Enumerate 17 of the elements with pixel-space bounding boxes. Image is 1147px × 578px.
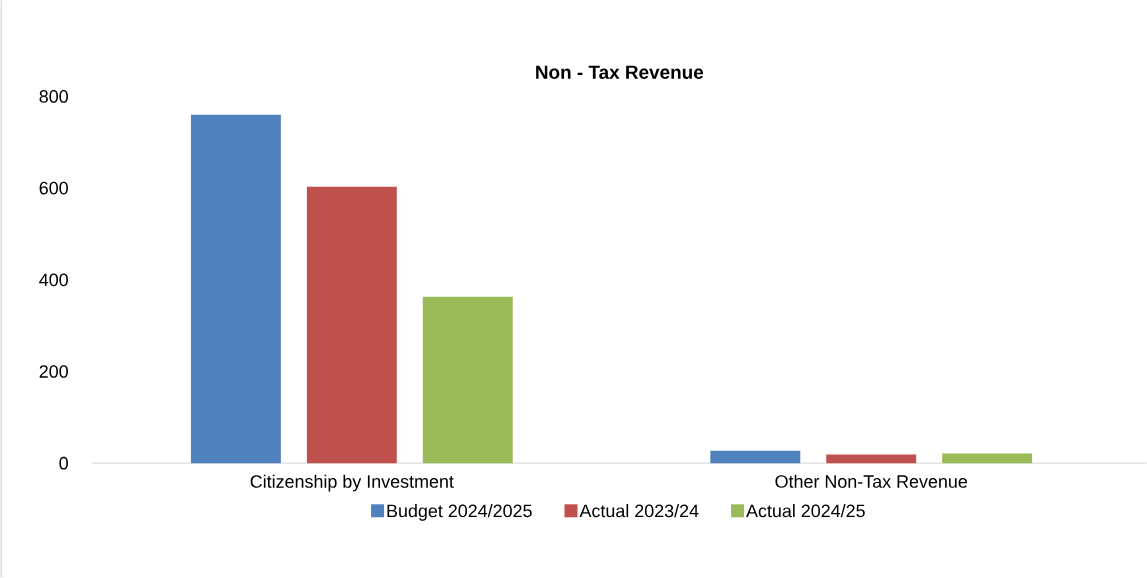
chart-title: Non - Tax Revenue: [536, 65, 704, 79]
bar: [190, 114, 281, 464]
legend-label: Budget 2024/2025: [387, 503, 532, 521]
bar: [306, 186, 397, 464]
y-tick-label: 800: [39, 89, 68, 103]
bar: [942, 453, 1033, 464]
legend-label: Actual 2023/24: [579, 503, 699, 518]
x-tick-label: Other Non-Tax Revenue: [775, 474, 968, 488]
bar: [826, 454, 917, 464]
bar: [710, 450, 801, 464]
legend-label: Actual 2024/25: [746, 503, 865, 518]
x-tick-label: Citizenship by Investment: [250, 474, 454, 492]
y-tick-label: 600: [39, 181, 68, 195]
y-tick-label: 0: [59, 456, 68, 470]
y-tick-label: 200: [39, 365, 68, 378]
y-tick-label: 400: [39, 273, 68, 286]
bar: [422, 296, 513, 464]
